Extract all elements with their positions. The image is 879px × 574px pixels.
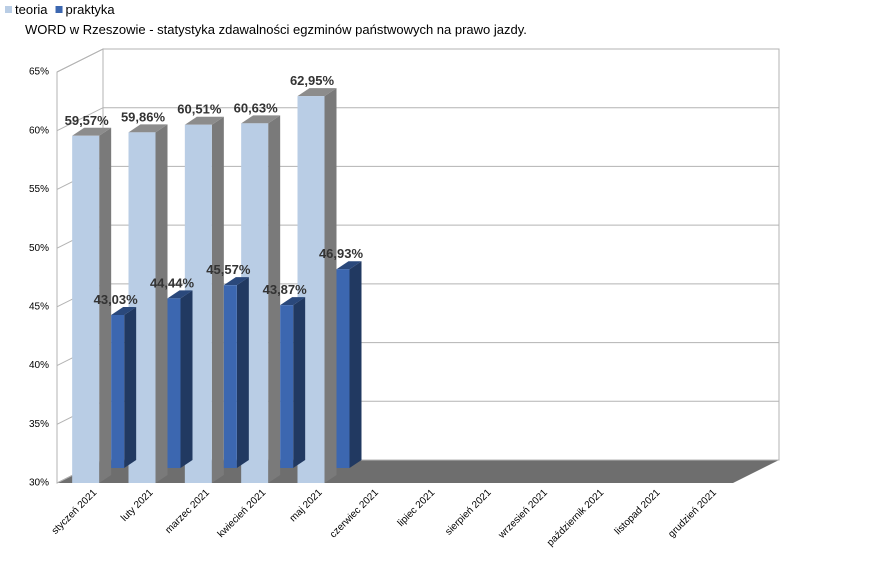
bar-side <box>236 277 249 468</box>
value-label: 44,44% <box>150 275 195 290</box>
bar-top <box>111 306 137 315</box>
bar-side <box>349 261 362 468</box>
x-tick-label: lipiec 2021 <box>396 487 438 529</box>
value-label: 62,95% <box>290 73 335 88</box>
bar-side <box>211 116 224 483</box>
value-label: 46,93% <box>319 246 364 261</box>
value-label: 43,03% <box>94 292 139 307</box>
y-tick-label: 30% <box>29 478 49 489</box>
x-tick-label: styczeń 2021 <box>50 487 100 537</box>
x-tick-label: marzec 2021 <box>163 487 212 536</box>
y-tick-label: 60% <box>29 125 49 136</box>
bar <box>280 305 294 468</box>
legend-swatch <box>5 6 12 13</box>
bar <box>111 314 125 468</box>
bar-side <box>293 297 306 468</box>
value-label: 59,86% <box>121 109 166 124</box>
bar-side <box>99 127 112 483</box>
y-tick-label: 50% <box>29 243 49 254</box>
bar-top <box>336 261 362 270</box>
value-label: 45,57% <box>206 262 251 277</box>
bar <box>336 269 350 468</box>
x-tick-label: czerwiec 2021 <box>328 487 381 540</box>
chart-title: WORD w Rzeszowie - statystyka zdawalnośc… <box>25 22 527 37</box>
bar <box>223 285 237 468</box>
x-tick-label: wrzesień 2021 <box>496 487 550 541</box>
grid-line <box>56 107 779 132</box>
y-tick-label: 45% <box>29 301 49 312</box>
bar <box>167 298 181 468</box>
legend-swatch <box>55 6 63 13</box>
grid-line <box>56 48 779 73</box>
bar-top <box>223 277 249 286</box>
x-tick-label: kwiecień 2021 <box>216 487 269 540</box>
bar-side <box>124 306 137 468</box>
bar-side <box>324 88 337 483</box>
bar-top <box>280 297 306 306</box>
y-tick-label: 35% <box>29 419 49 430</box>
bar-side <box>155 124 168 484</box>
value-label: 43,87% <box>263 282 308 297</box>
bar-top <box>297 88 337 97</box>
x-tick-label: maj 2021 <box>288 487 325 524</box>
legend-label: teoria <box>15 2 48 17</box>
x-tick-label: grudzień 2021 <box>666 487 719 540</box>
bar-top <box>184 116 224 125</box>
legend-label: praktyka <box>66 2 116 17</box>
x-tick-label: październik 2021 <box>545 487 607 549</box>
value-label: 60,63% <box>234 100 279 115</box>
bar-top <box>167 290 193 299</box>
value-label: 60,51% <box>177 102 222 117</box>
bar-top <box>128 124 168 133</box>
y-tick-label: 40% <box>29 360 49 371</box>
x-tick-label: luty 2021 <box>119 487 156 524</box>
value-label: 59,57% <box>65 113 110 128</box>
legend: teoria praktyka <box>5 2 115 17</box>
bar-side <box>180 290 193 468</box>
y-tick-label: 55% <box>29 184 49 195</box>
bar-top <box>241 115 281 124</box>
bar-side <box>268 115 281 483</box>
bar <box>72 135 100 483</box>
bar-top <box>72 127 112 136</box>
y-tick-label: 65% <box>29 67 49 78</box>
x-tick-label: listopad 2021 <box>613 487 663 537</box>
x-tick-label: sierpień 2021 <box>443 487 494 538</box>
